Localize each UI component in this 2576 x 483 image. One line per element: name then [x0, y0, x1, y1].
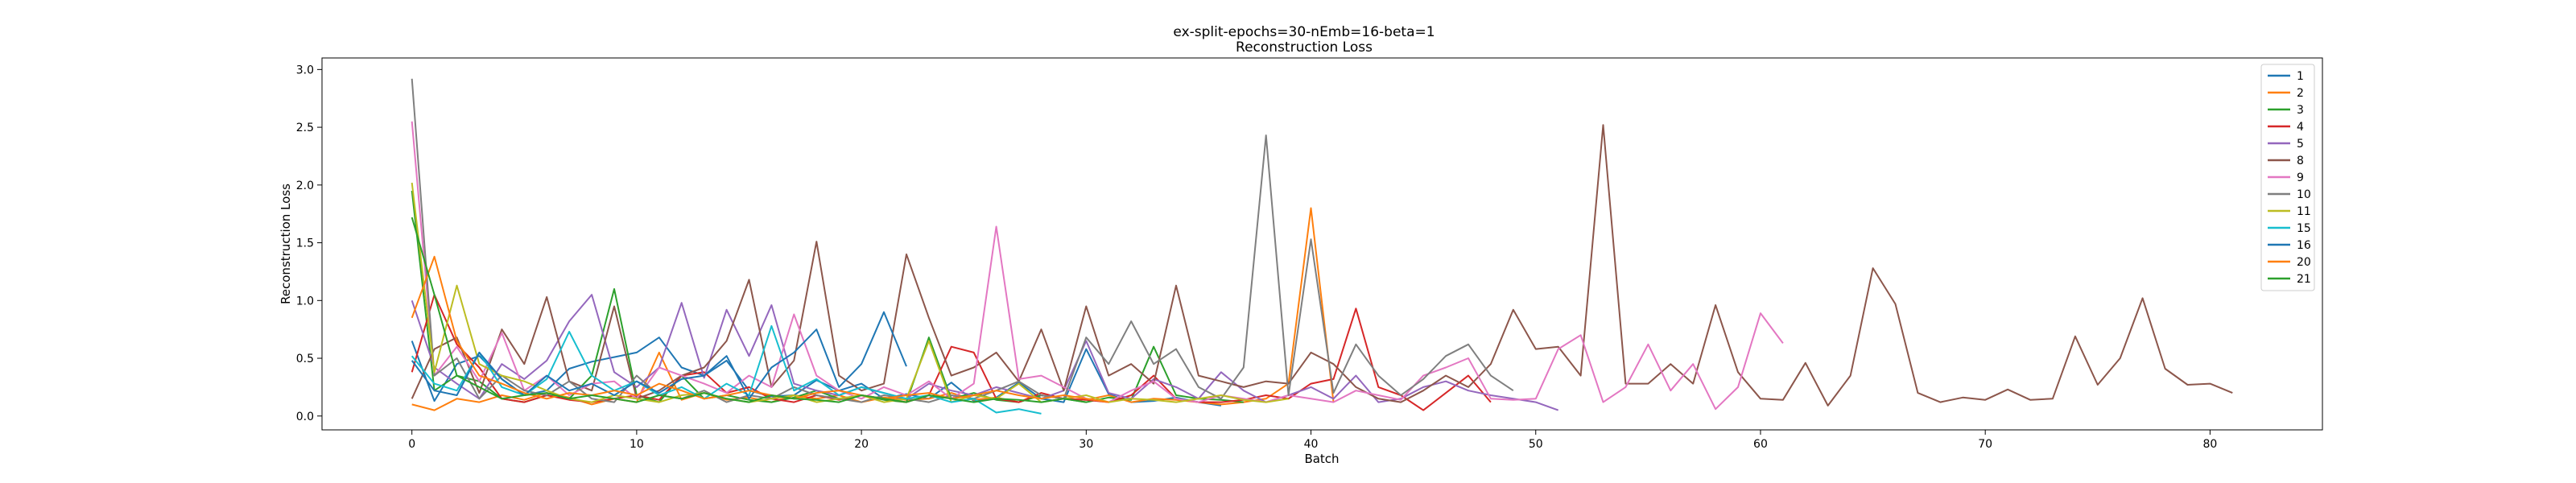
legend-label: 2 [2297, 87, 2304, 100]
y-axis-label: Reconstruction Loss [279, 184, 293, 304]
y-tick-label: 2.0 [296, 180, 314, 192]
series-line-16 [411, 311, 907, 400]
y-tick-label: 1.0 [296, 295, 314, 308]
plot-area [321, 57, 2323, 431]
x-tick-label: 30 [1079, 438, 1093, 451]
series-line-8 [411, 124, 2233, 407]
legend-label: 20 [2297, 256, 2311, 269]
legend-label: 1 [2297, 70, 2304, 83]
x-tick-label: 20 [854, 438, 869, 451]
x-tick-label: 40 [1304, 438, 1319, 451]
chart-subtitle: Reconstruction Loss [1236, 39, 1373, 56]
x-tick-label: 0 [408, 438, 415, 451]
series-line-15 [411, 324, 1042, 415]
legend: 1 2 3 4 5 8 9 10 11 15 16 20 21 [2260, 64, 2315, 291]
legend-label: 3 [2297, 104, 2304, 117]
x-tick-label: 60 [1753, 438, 1768, 451]
y-tick-label: 2.5 [296, 122, 314, 134]
x-axis-label: Batch [1304, 452, 1339, 466]
series-line-20 [411, 255, 1109, 403]
legend-label: 10 [2297, 188, 2311, 201]
legend-label: 9 [2297, 171, 2304, 184]
legend-label: 16 [2297, 239, 2311, 252]
series-line-11 [411, 182, 1289, 403]
chart-title: ex-split-epochs=30-nEmb=16-beta=1 [1173, 24, 1435, 40]
y-tick-label: 0.0 [296, 411, 314, 423]
legend-label: 21 [2297, 273, 2311, 286]
legend-label: 4 [2297, 121, 2304, 134]
legend-label: 8 [2297, 155, 2304, 167]
y-tick-label: 3.0 [296, 64, 314, 76]
x-tick-label: 80 [2202, 438, 2217, 451]
series-lines [411, 78, 2233, 415]
y-tick-label: 0.5 [296, 353, 314, 365]
series-line-21 [411, 217, 1087, 403]
x-tick-label: 50 [1529, 438, 1543, 451]
y-tick-label: 1.5 [296, 237, 314, 250]
legend-label: 5 [2297, 138, 2304, 151]
legend-label: 15 [2297, 222, 2311, 235]
y-axis-ticks: 0.0 0.5 1.0 1.5 2.0 2.5 3.0 [296, 64, 322, 423]
series-line-5 [411, 294, 1559, 411]
x-tick-label: 10 [630, 438, 644, 451]
x-tick-label: 70 [1978, 438, 1992, 451]
x-axis-ticks: 0 10 20 30 40 50 60 70 80 [408, 430, 2217, 451]
legend-label: 11 [2297, 205, 2311, 218]
